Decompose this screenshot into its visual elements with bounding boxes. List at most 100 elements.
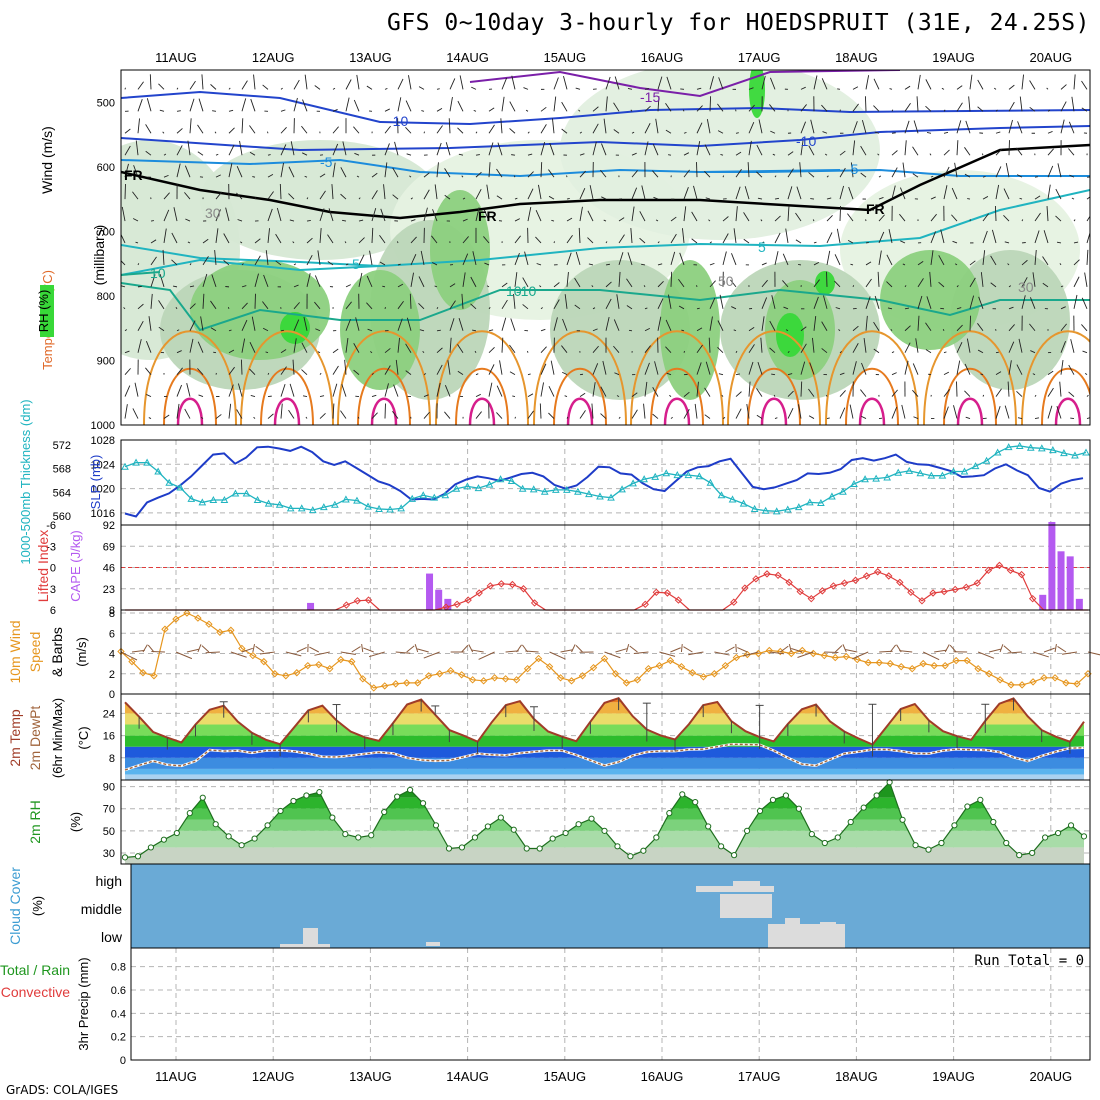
rh-marker <box>277 807 284 815</box>
rh-marker <box>834 834 841 841</box>
cape-bar <box>426 573 434 610</box>
wind-speed-marker <box>501 675 510 683</box>
lifted-index-marker <box>763 570 771 578</box>
wind-barb <box>756 144 763 156</box>
wind-barb <box>280 144 287 156</box>
wind-barb-10m <box>842 644 847 653</box>
wind-speed-marker <box>359 675 367 683</box>
thickness-marker <box>231 489 240 497</box>
thickness-marker <box>1004 443 1013 451</box>
wind-barb <box>366 85 373 90</box>
wind-barb <box>873 321 880 332</box>
wind-barb <box>436 347 443 354</box>
isotherm <box>923 330 1017 425</box>
wind-speed-marker <box>666 656 675 665</box>
wind-barb <box>1060 119 1065 134</box>
cloud-units: (%) <box>30 896 45 916</box>
precip-tick: 0.4 <box>111 1008 126 1020</box>
wind-barb <box>929 153 932 156</box>
cape-tick: 46 <box>103 563 115 575</box>
wind-speed-marker <box>941 661 949 670</box>
lifted-index-tick: -6 <box>46 520 56 532</box>
wind-barb <box>995 388 1002 397</box>
wind-barb <box>954 162 958 178</box>
wind-speed-marker <box>205 620 213 628</box>
wind-barb <box>290 141 295 156</box>
wind-barb <box>275 260 282 266</box>
wind-barb <box>813 316 817 331</box>
wind-barb <box>371 227 374 244</box>
rh-shading <box>776 313 804 357</box>
wind-barb <box>367 328 373 332</box>
temp-band <box>125 724 1084 736</box>
wind-speed-marker <box>117 647 125 656</box>
wind-barb <box>1055 188 1062 200</box>
wind-speed-marker <box>282 672 290 680</box>
wind-barb <box>839 351 842 354</box>
isotherm <box>650 367 704 425</box>
wind-barb <box>878 175 882 178</box>
day-label-top: 18AUG <box>835 50 878 65</box>
wind-barb <box>655 118 659 134</box>
wind-barb-10m <box>560 649 573 653</box>
wind-barb <box>371 394 377 398</box>
wind-barb <box>915 338 919 353</box>
wind-barb <box>289 383 295 397</box>
wind-barb <box>358 197 361 200</box>
wind-barb <box>930 196 936 200</box>
wind-barb <box>475 131 478 134</box>
wind-barb <box>436 162 439 178</box>
thickness-marker <box>1082 448 1090 456</box>
rh-marker <box>718 843 725 850</box>
wind-barb <box>1081 80 1088 90</box>
wind-barb <box>756 171 763 178</box>
wind-barb <box>665 346 672 354</box>
wind-isotach <box>121 258 381 276</box>
wind-barb <box>275 233 282 244</box>
wind-barb <box>197 341 204 353</box>
wind-barb <box>1017 121 1023 134</box>
lifted-index-marker <box>674 596 683 604</box>
wind-barb <box>267 228 270 244</box>
rh-marker <box>186 810 193 817</box>
isotherm <box>747 367 801 425</box>
wind-barb-10m <box>197 644 202 653</box>
wind-barb <box>314 301 321 310</box>
wind-barb <box>145 150 152 156</box>
wind-barb <box>522 277 529 288</box>
rh-band <box>125 797 1084 809</box>
wind-barb <box>501 337 504 353</box>
wind-barb <box>965 416 971 419</box>
wind-barb <box>384 383 389 397</box>
wind-isotach <box>469 70 901 98</box>
wind-barb <box>280 384 286 397</box>
wind-speed-marker <box>249 651 257 660</box>
lifted-index-marker <box>519 585 528 593</box>
wind-barb <box>265 351 269 354</box>
wind-speed-marker <box>238 644 246 653</box>
isotherm <box>1054 397 1082 425</box>
rh-shading <box>200 140 440 260</box>
wind-barb <box>228 349 235 354</box>
wind-barb <box>535 236 542 244</box>
wind-barb <box>1073 219 1076 222</box>
rh-marker <box>407 786 414 794</box>
wind-barb-10m <box>1061 651 1078 655</box>
wind-barb <box>436 382 441 397</box>
wind-barb <box>384 108 391 112</box>
wind-isotach <box>121 125 1090 152</box>
wind-speed-marker <box>260 657 268 666</box>
wind-barb <box>769 104 776 112</box>
thickness-marker <box>540 487 549 495</box>
rh-marker <box>264 822 271 829</box>
rh-marker <box>614 843 621 850</box>
wind-barb <box>865 278 872 288</box>
wind-speed-marker <box>963 656 971 665</box>
wind-barb <box>514 197 518 200</box>
wind-barb <box>536 263 542 266</box>
thickness-marker <box>596 492 604 500</box>
wind-barb <box>473 109 477 112</box>
rh-marker <box>912 842 919 849</box>
wind-barb-10m <box>845 649 858 653</box>
wind-barb <box>954 263 958 266</box>
